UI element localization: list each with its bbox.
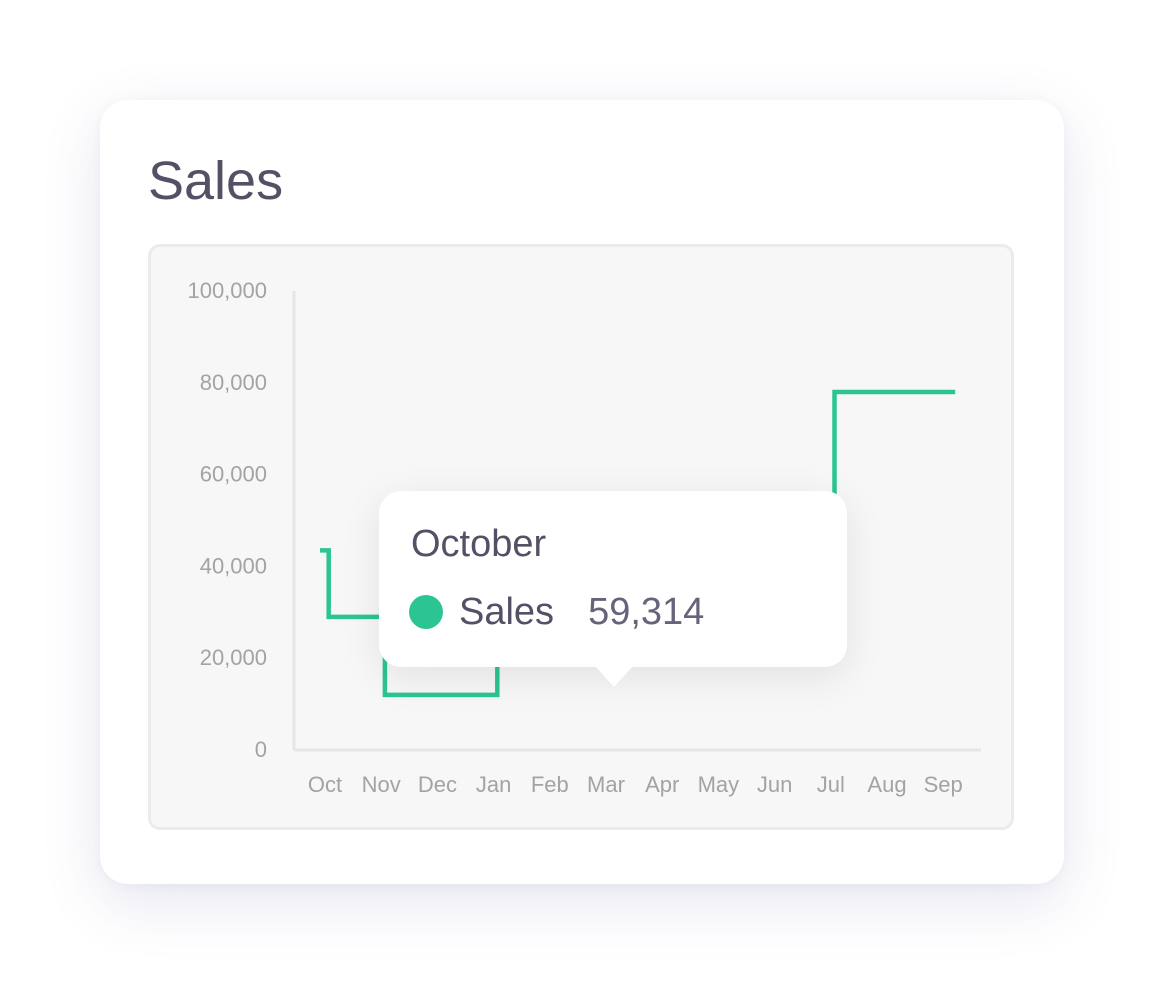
y-tick-label: 40,000 — [200, 553, 267, 578]
y-tick-label: 80,000 — [200, 370, 267, 395]
x-axis-ticks: Oct Nov Dec Jan Feb Mar Apr May Jun Jul Aug Sep — [308, 772, 963, 797]
tooltip-row: Sales 59,314 — [409, 589, 704, 635]
card-title: Sales — [148, 151, 284, 211]
y-tick-label: 0 — [255, 737, 267, 762]
y-axis-ticks: 0 20,000 40,000 60,000 80,000 100,000 — [187, 278, 267, 762]
tooltip-title: October — [411, 523, 547, 565]
x-tick-label: Jun — [757, 772, 792, 797]
y-tick-label: 60,000 — [200, 462, 267, 487]
y-tick-label: 20,000 — [200, 645, 267, 670]
x-tick-label: Nov — [362, 772, 401, 797]
x-tick-label: Aug — [867, 772, 906, 797]
x-tick-label: Sep — [924, 772, 963, 797]
sales-card: Sales 0 20,000 40,000 60,000 80,000 100,000 O… — [100, 100, 1064, 884]
x-tick-label: Mar — [587, 772, 625, 797]
tooltip-value: 59,314 — [588, 591, 705, 633]
tooltip: October Sales 59,314 — [379, 491, 847, 687]
tooltip-series-label: Sales — [459, 591, 555, 633]
x-tick-label: May — [698, 772, 740, 797]
chart-panel: 0 20,000 40,000 60,000 80,000 100,000 Oct Nov D… — [148, 244, 1014, 830]
y-tick-label: 100,000 — [187, 278, 267, 303]
x-tick-label: Dec — [418, 772, 457, 797]
x-tick-label: Jul — [817, 772, 845, 797]
tooltip-pointer — [595, 666, 633, 687]
x-tick-label: Apr — [645, 772, 679, 797]
series-color-dot-icon — [409, 595, 443, 629]
x-tick-label: Oct — [308, 772, 342, 797]
x-tick-label: Jan — [476, 772, 511, 797]
x-tick-label: Feb — [531, 772, 569, 797]
